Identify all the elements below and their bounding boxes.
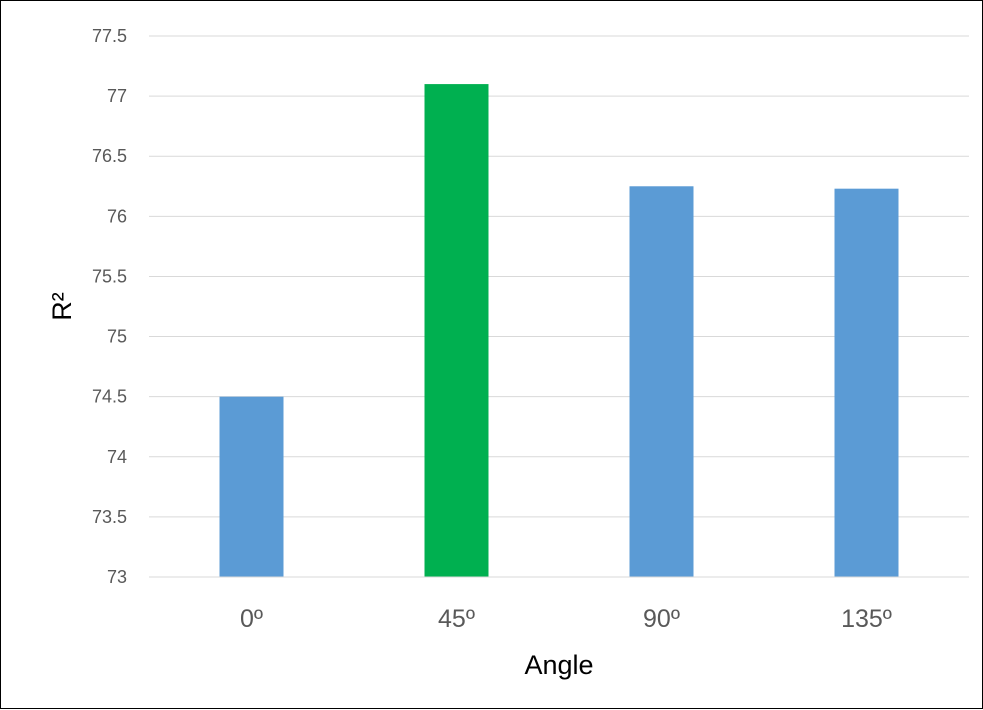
x-tick-label: 135º [841,605,892,633]
y-tick-label: 76.5 [92,146,127,166]
y-tick-label: 73 [107,567,127,587]
y-tick-label: 76 [107,206,127,226]
y-tick-label: 73.5 [92,507,127,527]
x-tick-label: 90º [643,605,680,633]
y-tick-label: 75.5 [92,266,127,286]
x-axis-title: Angle [524,650,593,680]
bar-1 [424,84,489,577]
x-tick-label: 0º [240,605,263,633]
y-tick-label: 75 [107,327,127,347]
bar-3 [834,188,899,577]
bar-0 [219,396,284,577]
y-tick-label: 77.5 [92,26,127,46]
bar-2 [629,186,694,577]
y-tick-label: 74 [107,447,127,467]
y-axis-ticks: 73 73.5 74 74.5 75 75.5 76 76.5 77 77.5 [92,26,127,587]
x-axis-ticks: 0º 45º 90º 135º [240,605,892,633]
bars [219,84,899,577]
y-axis-title: R² [47,292,77,321]
y-tick-label: 74.5 [92,387,127,407]
grid-lines [149,35,969,518]
x-tick-label: 45º [438,605,475,633]
y-tick-label: 77 [107,86,127,106]
